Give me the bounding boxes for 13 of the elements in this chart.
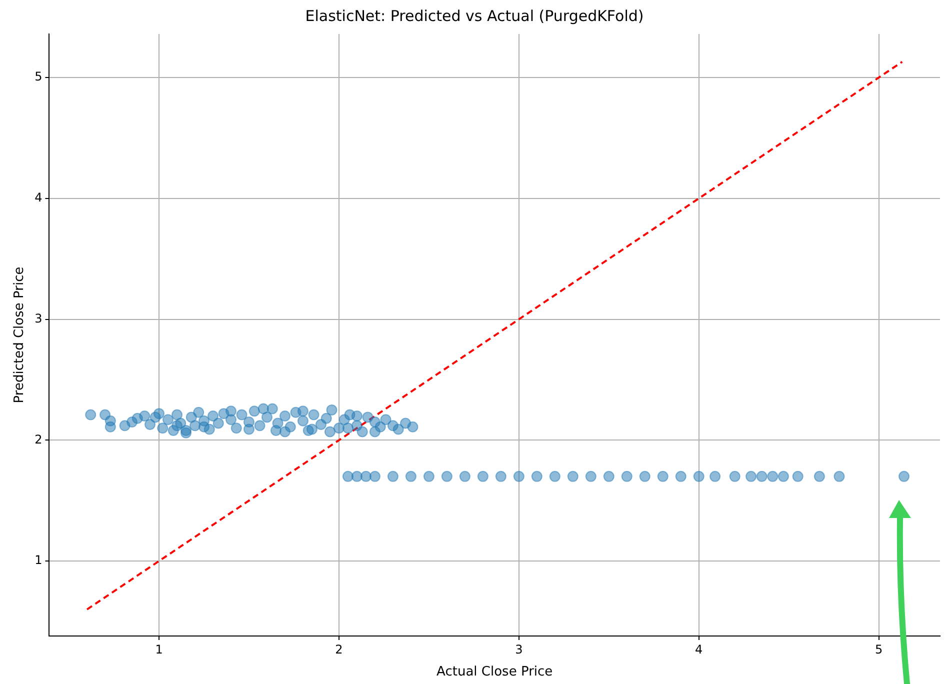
x-axis-title: Actual Close Price [436,664,553,680]
y-tick-label: 3 [34,311,42,326]
y-tick-label: 5 [34,70,42,84]
x-tick-label: 2 [335,642,343,656]
x-tick-label: 5 [874,642,883,656]
x-tick-label: 3 [515,642,523,656]
y-tick-label: 1 [34,553,42,568]
chart-title: ElasticNet: Predicted vs Actual (PurgedKFold) [305,6,644,25]
y-tick-label: 2 [34,432,42,446]
y-axis-title: Predicted Close Price [12,266,28,404]
y-tick-label: 4 [34,190,42,205]
x-tick-label: 1 [155,642,163,656]
x-tick-label: 4 [695,642,703,656]
